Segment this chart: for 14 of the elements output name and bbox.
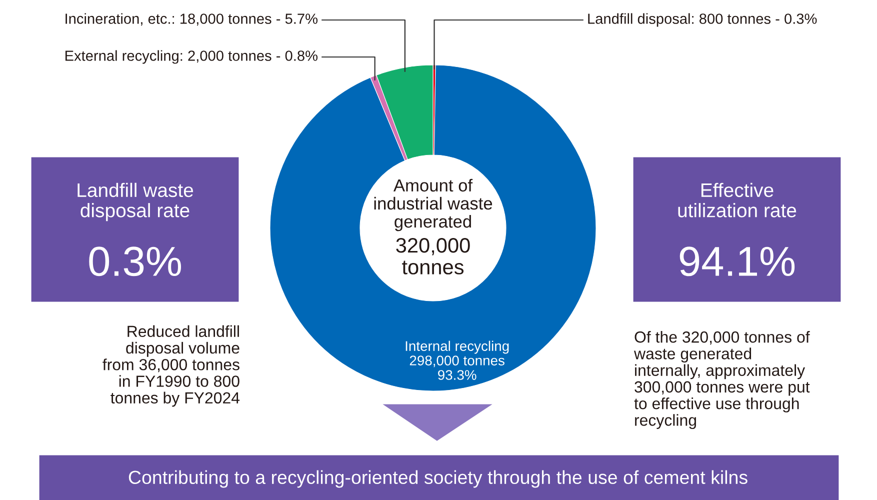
text: 320,000 tonnes xyxy=(396,238,470,274)
text: 0.3% xyxy=(89,246,182,276)
text: Amount of industrial waste generated xyxy=(374,178,492,232)
text: Landfill waste disposal rate xyxy=(78,182,194,222)
text: 94.1% xyxy=(680,246,795,276)
text: Reduced landfill disposal volume from 36,000 tonnes in FY1990 to 800 tonnes by FY2024 xyxy=(102,325,240,407)
donut-slice xyxy=(270,64,596,392)
slice-label: Landfill disposal: 800 tonnes - 0.3% xyxy=(588,13,817,27)
text: Contributing to a recycling-oriented society through the use of cement kilns xyxy=(128,470,748,488)
text: Of the 320,000 tonnes of waste generated internally, approximately 300,000 tonnes were put to effective use through recycling xyxy=(634,330,810,430)
slice-label: Incineration, etc.: 18,000 tonnes - 5.7% xyxy=(66,13,318,26)
slice-label: External recycling: 2,000 tonnes - 0.8% xyxy=(65,50,318,64)
slice-label: Internal recycling 298,000 tonnes 93.3% xyxy=(406,340,509,380)
text: Effective utilization rate xyxy=(678,182,796,218)
